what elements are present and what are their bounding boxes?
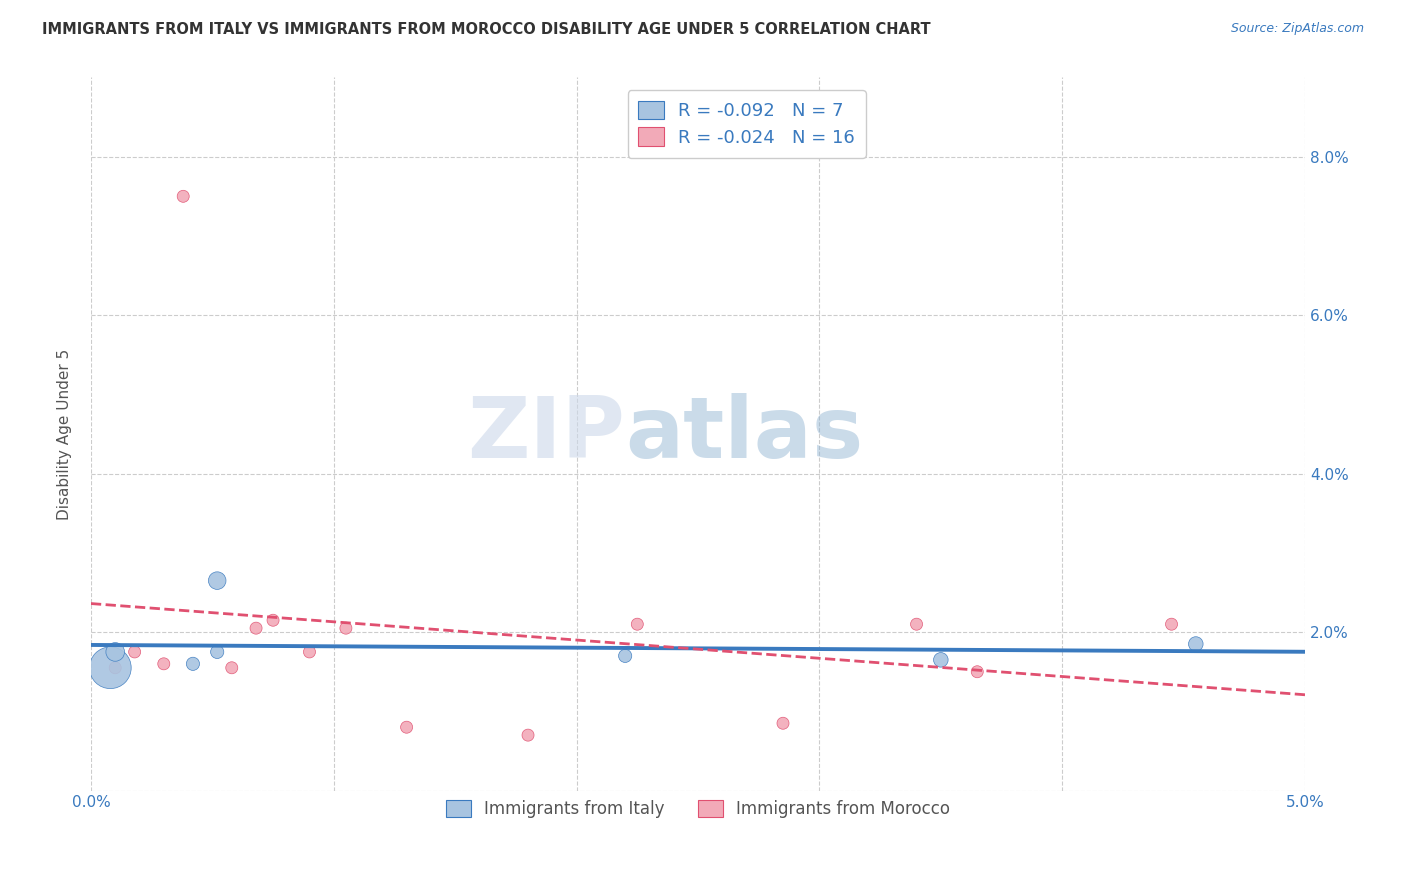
Point — [614, 648, 637, 663]
Point — [172, 189, 194, 203]
Point — [966, 665, 988, 679]
Point — [335, 621, 357, 635]
Point — [1185, 637, 1208, 651]
Y-axis label: Disability Age Under 5: Disability Age Under 5 — [58, 349, 72, 520]
Point — [205, 645, 228, 659]
Legend: Immigrants from Italy, Immigrants from Morocco: Immigrants from Italy, Immigrants from M… — [439, 794, 957, 825]
Point — [262, 613, 284, 627]
Point — [929, 653, 952, 667]
Point — [98, 661, 121, 675]
Point — [181, 657, 204, 671]
Text: ZIP: ZIP — [467, 392, 626, 475]
Point — [104, 661, 127, 675]
Point — [104, 645, 127, 659]
Point — [905, 617, 928, 632]
Text: Source: ZipAtlas.com: Source: ZipAtlas.com — [1230, 22, 1364, 36]
Point — [221, 661, 243, 675]
Point — [772, 716, 794, 731]
Point — [152, 657, 174, 671]
Point — [517, 728, 540, 742]
Point — [395, 720, 418, 734]
Point — [626, 617, 648, 632]
Point — [245, 621, 267, 635]
Point — [298, 645, 321, 659]
Point — [124, 645, 146, 659]
Text: atlas: atlas — [626, 392, 863, 475]
Point — [1160, 617, 1182, 632]
Text: IMMIGRANTS FROM ITALY VS IMMIGRANTS FROM MOROCCO DISABILITY AGE UNDER 5 CORRELAT: IMMIGRANTS FROM ITALY VS IMMIGRANTS FROM… — [42, 22, 931, 37]
Point — [205, 574, 228, 588]
